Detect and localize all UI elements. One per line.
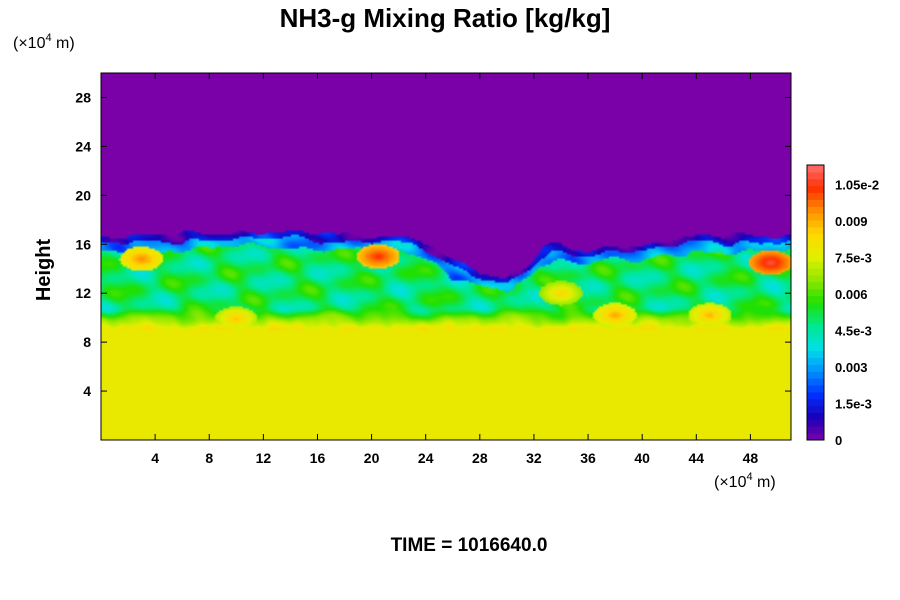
colorbar-band: [807, 364, 824, 372]
colorbar-band: [807, 316, 824, 324]
x-tick-label: 40: [634, 450, 650, 466]
colorbar-band: [807, 391, 824, 400]
x-tick-label: 16: [310, 450, 326, 466]
x-tick-label: 48: [743, 450, 759, 466]
time-label: TIME = 1016640.0: [391, 535, 548, 556]
colorbar-band: [807, 343, 824, 352]
colorbar-band: [807, 178, 824, 187]
colorbar-band: [807, 330, 824, 338]
x-tick-label: 28: [472, 450, 488, 466]
colorbar-band: [807, 433, 824, 441]
colorbar-band: [807, 350, 824, 358]
colorbar-band: [807, 385, 824, 393]
colorbar-band: [807, 288, 824, 297]
chart-title: NH3-g Mixing Ratio [kg/kg]: [280, 3, 611, 33]
colorbar-band: [807, 192, 824, 200]
x-tick-label: 12: [256, 450, 272, 466]
colorbar-band: [807, 220, 824, 228]
colorbar-band: [807, 302, 824, 310]
y-axis: 4 8 12 16 20 24 28: [75, 89, 791, 399]
colorbar-tick-label: 0: [835, 433, 842, 448]
colorbar-band: [807, 171, 824, 180]
colorbar-frame: [806, 164, 825, 441]
colorbar-tick-label: 0.009: [835, 214, 868, 229]
colorbar-band: [807, 275, 824, 283]
y-tick-label: 28: [75, 89, 91, 105]
x-tick-label: 24: [418, 450, 434, 466]
x-axis: 4 8 12 16 20 24 28 32 36 40 44 48: [151, 73, 758, 466]
y-tick-label: 24: [75, 138, 91, 154]
colorbar-tick-label: 1.5e-3: [835, 396, 872, 411]
colorbar-band: [807, 357, 824, 365]
colorbar-band: [807, 185, 824, 193]
plot-area: [100, 72, 792, 441]
colorbar-band: [807, 426, 824, 434]
y-tick-label: 8: [83, 334, 91, 350]
x-tick-label: 32: [526, 450, 542, 466]
colorbar-tick-label: 0.006: [835, 287, 868, 302]
x-unit-label: (×104 m): [714, 471, 776, 491]
colorbar-band: [807, 199, 824, 207]
y-tick-label: 16: [75, 236, 91, 252]
x-tick-label: 8: [205, 450, 213, 466]
colorbar-band: [807, 213, 824, 221]
colorbar-band: [807, 261, 824, 269]
colorbar-band: [807, 247, 824, 255]
colorbar-band: [807, 371, 824, 379]
colorbar-band: [807, 336, 824, 345]
colorbar-band: [807, 295, 824, 303]
x-tick-label: 36: [580, 450, 596, 466]
x-tick-label: 44: [689, 450, 705, 466]
colorbar-band: [807, 378, 824, 386]
colorbar-tick-label: 4.5e-3: [835, 323, 872, 338]
colorbar-band: [807, 226, 824, 235]
colorbar-tick-label: 1.05e-2: [835, 177, 879, 192]
colorbar-band: [807, 165, 824, 173]
colorbar-band: [807, 309, 824, 317]
x-tick-label: 4: [151, 450, 159, 466]
y-axis-label: Height: [33, 239, 55, 302]
colorbar-band: [807, 240, 824, 248]
colorbar-band: [807, 281, 824, 290]
y-tick-label: 20: [75, 187, 91, 203]
colorbar-band: [807, 419, 824, 427]
y-tick-label: 12: [75, 285, 91, 301]
x-tick-label: 20: [364, 450, 380, 466]
colorbar-band: [807, 254, 824, 262]
plot-frame: [100, 72, 792, 441]
colorbar-band: [807, 233, 824, 242]
colorbar-tick-label: 0.003: [835, 360, 868, 375]
colorbar-band: [807, 323, 824, 331]
y-tick-label: 4: [83, 383, 91, 399]
colorbar-tick-label: 7.5e-3: [835, 250, 872, 265]
colorbar: 0 1.5e-3 0.003 4.5e-3 0.006 7.5e-3 0.009 1.05e-…: [806, 164, 879, 448]
colorbar-band: [807, 268, 824, 276]
y-unit-label: (×104 m): [13, 32, 75, 52]
heatmap-field: [101, 73, 791, 440]
colorbar-band: [807, 398, 824, 407]
colorbar-band: [807, 412, 824, 420]
colorbar-band: [807, 206, 824, 214]
colorbar-band: [807, 405, 824, 413]
